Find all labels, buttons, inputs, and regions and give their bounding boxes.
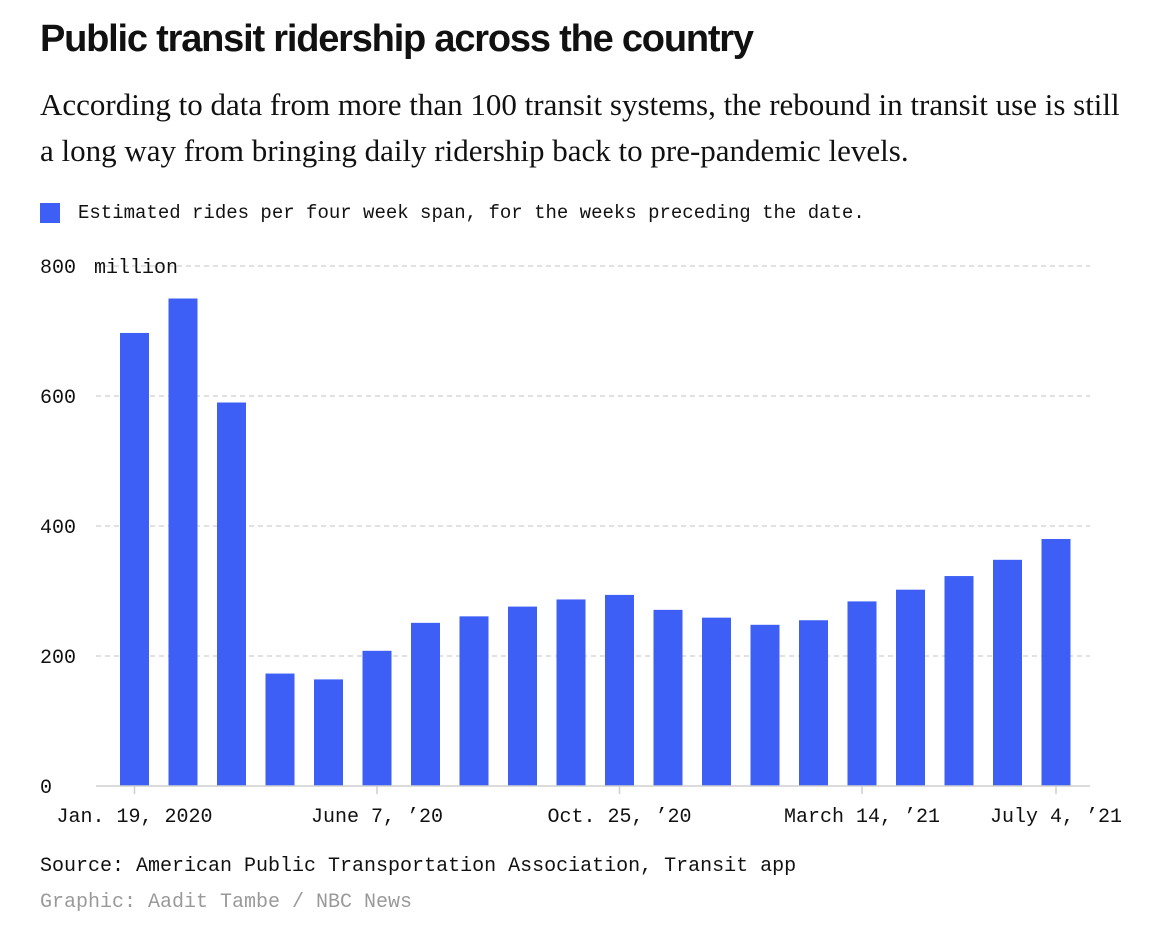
chart-title: Public transit ridership across the coun… <box>40 18 754 60</box>
y-tick-label: 600 <box>40 387 76 410</box>
graphic-credit: Graphic: Aadit Tambe / NBC News <box>40 891 413 914</box>
bar <box>168 298 198 786</box>
bar <box>120 332 149 786</box>
bar <box>556 599 586 786</box>
x-tick-label: Jan. 19, 2020 <box>56 806 212 829</box>
bar <box>847 601 877 786</box>
y-tick-label: 200 <box>40 647 76 670</box>
x-tick-label: July 4, ’21 <box>990 806 1122 829</box>
bar <box>653 609 683 786</box>
bar <box>750 624 780 786</box>
bar <box>605 594 634 786</box>
bar <box>508 606 537 786</box>
y-tick-label: 0 <box>40 777 52 800</box>
x-tick-label: Oct. 25, ’20 <box>547 806 691 829</box>
x-tick-label: March 14, ’21 <box>784 806 940 829</box>
x-tick-label: June 7, ’20 <box>311 806 443 829</box>
bar <box>702 617 731 786</box>
bar <box>1041 539 1071 786</box>
y-unit-label: million <box>94 257 178 280</box>
bar <box>217 402 246 786</box>
bar <box>362 650 392 786</box>
legend: Estimated rides per four week span, for … <box>40 202 865 224</box>
bar <box>265 673 295 786</box>
source-note: Source: American Public Transportation A… <box>40 855 797 878</box>
x-axis-labels: Jan. 19, 2020 June 7, ’20 Oct. 25, ’20 Marc… <box>56 786 1122 829</box>
y-tick-label: 800 <box>40 257 76 280</box>
legend-label: Estimated rides per four week span, for … <box>78 202 865 224</box>
bar <box>411 622 440 786</box>
bar <box>799 620 828 786</box>
bar <box>993 559 1022 786</box>
legend-swatch <box>40 203 60 223</box>
bar <box>314 679 343 786</box>
bar <box>944 576 974 786</box>
y-axis: 0 200 400 600 800 million <box>40 257 178 800</box>
bar <box>896 589 925 786</box>
bar-chart: 0 200 400 600 800 million Jan. 19, 2020 June 7… <box>40 257 1122 829</box>
bars <box>120 298 1071 786</box>
chart-subtitle: According to data from more than 100 tra… <box>40 87 1120 168</box>
bar <box>459 616 489 786</box>
y-tick-label: 400 <box>40 517 76 540</box>
